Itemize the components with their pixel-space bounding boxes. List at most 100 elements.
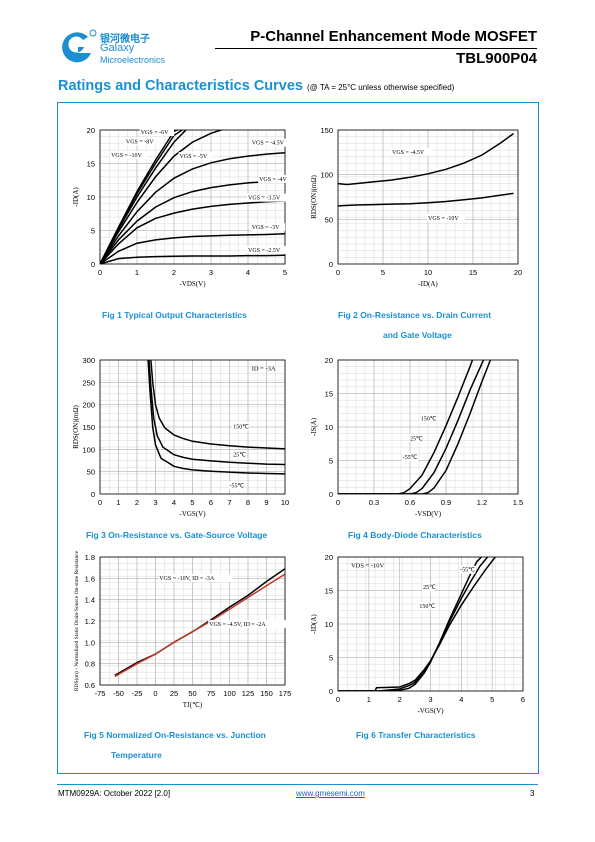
series-label-bg: [401, 453, 419, 462]
x-tick-label: 2: [398, 695, 402, 704]
y-axis-label: -ID(A): [310, 614, 318, 634]
y-tick-label: 100: [320, 171, 333, 180]
y-tick-label: 50: [87, 468, 95, 477]
x-tick-label: 5: [381, 268, 385, 277]
x-tick-label: 6: [521, 695, 525, 704]
series-line: [338, 132, 514, 186]
logo-en1-text: Galaxy: [100, 42, 135, 54]
y-tick-label: 0: [91, 490, 95, 499]
logo-en2-text: Microelectronics: [100, 55, 166, 65]
series-label: -55℃: [230, 483, 245, 489]
series-label-bg: [232, 450, 245, 459]
x-tick-label: 3: [209, 268, 213, 277]
x-tick-label: 0: [336, 268, 340, 277]
y-tick-label: 1.8: [85, 553, 95, 562]
series-label: VGS = -8V: [126, 139, 154, 145]
series-label: 25℃: [233, 452, 246, 458]
series-label: 150℃: [421, 416, 437, 422]
caption-fig3: Fig 3 On-Resistance vs. Gate-Source Volt…: [86, 530, 268, 540]
y-tick-label: 15: [325, 587, 333, 596]
y-tick-label: 0: [329, 687, 333, 696]
y-tick-label: 5: [91, 227, 95, 236]
series-label: 150℃: [419, 604, 435, 610]
y-tick-label: 300: [82, 356, 95, 365]
x-axis-label: -VGS(V): [179, 510, 206, 518]
x-tick-label: 0.9: [441, 498, 451, 507]
x-tick-label: 20: [514, 268, 522, 277]
series-label-bg: [158, 574, 233, 583]
footer-rule: [57, 784, 538, 785]
charts-frame: [57, 102, 539, 774]
x-tick-label: 1: [116, 498, 120, 507]
x-tick-label: 175: [279, 689, 292, 698]
series-label-bg: [232, 422, 249, 431]
series-line: [338, 557, 496, 691]
y-tick-label: 1.6: [85, 574, 95, 583]
y-tick-label: 20: [87, 126, 95, 135]
series-label-bg: [418, 601, 435, 610]
document-title: P-Channel Enhancement Mode MOSFET: [250, 28, 537, 45]
series-label: -55℃: [460, 568, 475, 574]
series-label-bg: [124, 137, 160, 146]
x-tick-label: 1.5: [513, 498, 523, 507]
series-label: VGS = -6V: [141, 130, 169, 136]
x-tick-label: 8: [246, 498, 250, 507]
series-line: [338, 192, 514, 207]
part-number: TBL900P04: [456, 50, 537, 67]
series-label-bg: [258, 174, 293, 183]
series-label: VGS = -2.5V: [248, 248, 281, 254]
series-label: -55℃: [403, 455, 418, 461]
x-tick-label: 10: [281, 498, 289, 507]
series-label: VGS = -4.5V: [252, 141, 285, 147]
series-line: [114, 573, 285, 678]
series-line: [100, 254, 285, 264]
series-label-bg: [427, 213, 465, 222]
y-tick-label: 5: [329, 654, 333, 663]
series-label: VGS = -4V: [259, 177, 287, 183]
y-tick-label: 0: [329, 490, 333, 499]
caption-fig4: Fig 4 Body-Diode Characteristics: [348, 530, 482, 540]
y-tick-label: 0: [329, 260, 333, 269]
y-tick-label: 1.4: [85, 596, 95, 605]
x-tick-label: 0: [336, 498, 340, 507]
x-tick-label: 50: [188, 689, 196, 698]
chart-fig5: -75 -50 -25 0 25 50 75 100 125 150 175 0.6 0.8 1.0 1.2…: [73, 550, 292, 709]
y-tick-label: 10: [325, 423, 333, 432]
x-axis-label: -VGS(V): [417, 707, 444, 715]
series-label-bg: [250, 223, 286, 232]
series-label-bg: [139, 128, 175, 137]
chart-fig6: 0 1 2 3 4 5 6 0 5 10 15 20 -VGS(V) -ID(A) -55℃ 25℃ 150℃ V…: [310, 553, 525, 715]
x-tick-label: 0: [98, 498, 102, 507]
x-tick-label: 10: [424, 268, 432, 277]
x-tick-label: 125: [242, 689, 255, 698]
chart-annotation: ID = -3A: [252, 366, 276, 373]
x-axis-label: -VSD(V): [415, 510, 442, 518]
x-tick-label: 5: [190, 498, 194, 507]
series-line: [338, 360, 485, 494]
x-axis-label: TJ(℃): [183, 701, 203, 709]
caption-fig5b: Temperature: [111, 750, 162, 760]
series-label-bg: [250, 138, 293, 147]
footer-website-link[interactable]: www.gmesemi.com: [296, 789, 365, 798]
series-line: [100, 130, 224, 264]
x-tick-label: 0.6: [405, 498, 415, 507]
x-tick-label: 75: [207, 689, 215, 698]
series-line: [148, 360, 285, 466]
x-axis-label: -ID(A): [418, 280, 438, 288]
series-label: 25℃: [410, 436, 423, 442]
x-tick-label: 15: [469, 268, 477, 277]
footer-page-number: 3: [530, 789, 535, 798]
series-label-bg: [247, 193, 289, 202]
series-line: [100, 200, 285, 264]
x-tick-label: 1.2: [477, 498, 487, 507]
series-label-bg: [228, 481, 245, 490]
y-tick-label: 50: [325, 215, 333, 224]
plot-border: [99, 359, 286, 495]
plot-border: [337, 556, 524, 692]
y-tick-label: 15: [87, 160, 95, 169]
series-line: [150, 360, 285, 450]
header-rule: [215, 48, 537, 49]
x-tick-label: 4: [459, 695, 463, 704]
x-tick-label: 1: [367, 695, 371, 704]
plot-border: [337, 359, 519, 495]
